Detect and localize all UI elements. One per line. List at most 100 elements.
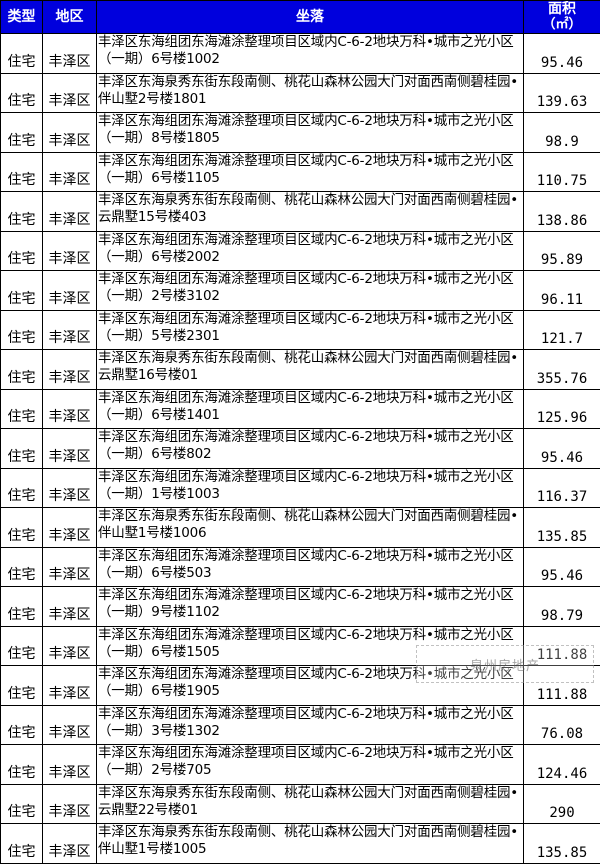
table-row[interactable]: 住宅丰泽区丰泽区东海泉秀东街东段南侧、桃花山森林公园大门对面西南侧碧桂园•伴山墅… [1, 508, 600, 548]
cell-type[interactable]: 住宅 [1, 666, 43, 706]
cell-type[interactable]: 住宅 [1, 468, 43, 508]
cell-district[interactable]: 丰泽区 [43, 429, 97, 469]
cell-district[interactable]: 丰泽区 [43, 547, 97, 587]
cell-area-size[interactable]: 124.46 [524, 745, 600, 785]
cell-location[interactable]: 丰泽区东海泉秀东街东段南侧、桃花山森林公园大门对面西南侧碧桂园•云鼎墅16号楼0… [97, 350, 524, 390]
table-row[interactable]: 住宅丰泽区丰泽区东海组团东海滩涂整理项目区域内C-6-2地块万科•城市之光小区（… [1, 745, 600, 785]
cell-district[interactable]: 丰泽区 [43, 350, 97, 390]
table-row[interactable]: 住宅丰泽区丰泽区东海组团东海滩涂整理项目区域内C-6-2地块万科•城市之光小区（… [1, 587, 600, 627]
cell-area-size[interactable]: 95.46 [524, 429, 600, 469]
cell-location[interactable]: 丰泽区东海组团东海滩涂整理项目区域内C-6-2地块万科•城市之光小区（一期）6号… [97, 666, 524, 706]
table-row[interactable]: 住宅丰泽区丰泽区东海泉秀东街东段南侧、桃花山森林公园大门对面西南侧碧桂园•伴山墅… [1, 824, 600, 864]
cell-area-size[interactable]: 110.75 [524, 152, 600, 192]
cell-type[interactable]: 住宅 [1, 271, 43, 311]
cell-location[interactable]: 丰泽区东海组团东海滩涂整理项目区域内C-6-2地块万科•城市之光小区（一期）6号… [97, 626, 524, 666]
cell-district[interactable]: 丰泽区 [43, 824, 97, 864]
table-row[interactable]: 住宅丰泽区丰泽区东海组团东海滩涂整理项目区域内C-6-2地块万科•城市之光小区（… [1, 389, 600, 429]
cell-type[interactable]: 住宅 [1, 310, 43, 350]
table-row[interactable]: 住宅丰泽区丰泽区东海组团东海滩涂整理项目区域内C-6-2地块万科•城市之光小区（… [1, 113, 600, 153]
cell-type[interactable]: 住宅 [1, 113, 43, 153]
cell-district[interactable]: 丰泽区 [43, 389, 97, 429]
cell-type[interactable]: 住宅 [1, 429, 43, 469]
cell-type[interactable]: 住宅 [1, 350, 43, 390]
cell-area-size[interactable]: 95.46 [524, 34, 600, 74]
cell-district[interactable]: 丰泽区 [43, 468, 97, 508]
cell-area-size[interactable]: 139.63 [524, 73, 600, 113]
table-row[interactable]: 住宅丰泽区丰泽区东海组团东海滩涂整理项目区域内C-6-2地块万科•城市之光小区（… [1, 231, 600, 271]
cell-district[interactable]: 丰泽区 [43, 231, 97, 271]
cell-type[interactable]: 住宅 [1, 152, 43, 192]
cell-location[interactable]: 丰泽区东海组团东海滩涂整理项目区域内C-6-2地块万科•城市之光小区（一期）8号… [97, 113, 524, 153]
cell-area-size[interactable]: 290 [524, 784, 600, 824]
cell-location[interactable]: 丰泽区东海泉秀东街东段南侧、桃花山森林公园大门对面西南侧碧桂园•伴山墅1号楼10… [97, 824, 524, 864]
cell-location[interactable]: 丰泽区东海组团东海滩涂整理项目区域内C-6-2地块万科•城市之光小区（一期）6号… [97, 231, 524, 271]
cell-location[interactable]: 丰泽区东海泉秀东街东段南侧、桃花山森林公园大门对面西南侧碧桂园•伴山墅1号楼10… [97, 508, 524, 548]
table-row[interactable]: 住宅丰泽区丰泽区东海组团东海滩涂整理项目区域内C-6-2地块万科•城市之光小区（… [1, 152, 600, 192]
cell-area-size[interactable]: 95.46 [524, 547, 600, 587]
table-row[interactable]: 住宅丰泽区丰泽区东海泉秀东街东段南侧、桃花山森林公园大门对面西南侧碧桂园•云鼎墅… [1, 350, 600, 390]
column-header-district[interactable]: 地区 [43, 1, 97, 34]
table-row[interactable]: 住宅丰泽区丰泽区东海组团东海滩涂整理项目区域内C-6-2地块万科•城市之光小区（… [1, 705, 600, 745]
cell-location[interactable]: 丰泽区东海组团东海滩涂整理项目区域内C-6-2地块万科•城市之光小区（一期）6号… [97, 547, 524, 587]
cell-district[interactable]: 丰泽区 [43, 745, 97, 785]
cell-area-size[interactable]: 135.85 [524, 824, 600, 864]
table-row[interactable]: 住宅丰泽区丰泽区东海泉秀东街东段南侧、桃花山森林公园大门对面西南侧碧桂园•云鼎墅… [1, 784, 600, 824]
cell-area-size[interactable]: 121.7 [524, 310, 600, 350]
cell-area-size[interactable]: 135.85 [524, 508, 600, 548]
cell-district[interactable]: 丰泽区 [43, 73, 97, 113]
table-row[interactable]: 住宅丰泽区丰泽区东海组团东海滩涂整理项目区域内C-6-2地块万科•城市之光小区（… [1, 34, 600, 74]
cell-area-size[interactable]: 116.37 [524, 468, 600, 508]
cell-district[interactable]: 丰泽区 [43, 310, 97, 350]
table-row[interactable]: 住宅丰泽区丰泽区东海组团东海滩涂整理项目区域内C-6-2地块万科•城市之光小区（… [1, 271, 600, 311]
column-header-area[interactable]: 面积 （㎡） [524, 1, 600, 34]
cell-type[interactable]: 住宅 [1, 587, 43, 627]
cell-area-size[interactable]: 98.79 [524, 587, 600, 627]
cell-district[interactable]: 丰泽区 [43, 113, 97, 153]
table-row[interactable]: 住宅丰泽区丰泽区东海组团东海滩涂整理项目区域内C-6-2地块万科•城市之光小区（… [1, 429, 600, 469]
cell-location[interactable]: 丰泽区东海组团东海滩涂整理项目区域内C-6-2地块万科•城市之光小区（一期）1号… [97, 468, 524, 508]
cell-area-size[interactable]: 125.96 [524, 389, 600, 429]
cell-district[interactable]: 丰泽区 [43, 587, 97, 627]
cell-location[interactable]: 丰泽区东海组团东海滩涂整理项目区域内C-6-2地块万科•城市之光小区（一期）6号… [97, 152, 524, 192]
cell-district[interactable]: 丰泽区 [43, 192, 97, 232]
cell-area-size[interactable]: 98.9 [524, 113, 600, 153]
cell-type[interactable]: 住宅 [1, 389, 43, 429]
cell-location[interactable]: 丰泽区东海组团东海滩涂整理项目区域内C-6-2地块万科•城市之光小区（一期）9号… [97, 587, 524, 627]
table-row[interactable]: 住宅丰泽区丰泽区东海组团东海滩涂整理项目区域内C-6-2地块万科•城市之光小区（… [1, 666, 600, 706]
cell-area-size[interactable]: 111.88 [524, 626, 600, 666]
cell-district[interactable]: 丰泽区 [43, 666, 97, 706]
cell-district[interactable]: 丰泽区 [43, 705, 97, 745]
cell-location[interactable]: 丰泽区东海泉秀东街东段南侧、桃花山森林公园大门对面西南侧碧桂园•伴山墅2号楼18… [97, 73, 524, 113]
cell-type[interactable]: 住宅 [1, 73, 43, 113]
cell-type[interactable]: 住宅 [1, 705, 43, 745]
table-row[interactable]: 住宅丰泽区丰泽区东海组团东海滩涂整理项目区域内C-6-2地块万科•城市之光小区（… [1, 626, 600, 666]
cell-type[interactable]: 住宅 [1, 34, 43, 74]
cell-district[interactable]: 丰泽区 [43, 626, 97, 666]
table-row[interactable]: 住宅丰泽区丰泽区东海泉秀东街东段南侧、桃花山森林公园大门对面西南侧碧桂园•伴山墅… [1, 73, 600, 113]
cell-area-size[interactable]: 355.76 [524, 350, 600, 390]
cell-type[interactable]: 住宅 [1, 231, 43, 271]
cell-district[interactable]: 丰泽区 [43, 271, 97, 311]
cell-type[interactable]: 住宅 [1, 824, 43, 864]
cell-type[interactable]: 住宅 [1, 547, 43, 587]
cell-area-size[interactable]: 76.08 [524, 705, 600, 745]
cell-type[interactable]: 住宅 [1, 784, 43, 824]
cell-area-size[interactable]: 95.89 [524, 231, 600, 271]
cell-location[interactable]: 丰泽区东海组团东海滩涂整理项目区域内C-6-2地块万科•城市之光小区（一期）5号… [97, 310, 524, 350]
cell-location[interactable]: 丰泽区东海组团东海滩涂整理项目区域内C-6-2地块万科•城市之光小区（一期）2号… [97, 271, 524, 311]
cell-type[interactable]: 住宅 [1, 192, 43, 232]
table-row[interactable]: 住宅丰泽区丰泽区东海组团东海滩涂整理项目区域内C-6-2地块万科•城市之光小区（… [1, 547, 600, 587]
cell-area-size[interactable]: 111.88 [524, 666, 600, 706]
table-row[interactable]: 住宅丰泽区丰泽区东海组团东海滩涂整理项目区域内C-6-2地块万科•城市之光小区（… [1, 310, 600, 350]
cell-district[interactable]: 丰泽区 [43, 152, 97, 192]
cell-location[interactable]: 丰泽区东海组团东海滩涂整理项目区域内C-6-2地块万科•城市之光小区（一期）2号… [97, 745, 524, 785]
cell-location[interactable]: 丰泽区东海泉秀东街东段南侧、桃花山森林公园大门对面西南侧碧桂园•云鼎墅15号楼4… [97, 192, 524, 232]
cell-location[interactable]: 丰泽区东海组团东海滩涂整理项目区域内C-6-2地块万科•城市之光小区（一期）6号… [97, 34, 524, 74]
cell-location[interactable]: 丰泽区东海泉秀东街东段南侧、桃花山森林公园大门对面西南侧碧桂园•云鼎墅22号楼0… [97, 784, 524, 824]
table-row[interactable]: 住宅丰泽区丰泽区东海泉秀东街东段南侧、桃花山森林公园大门对面西南侧碧桂园•云鼎墅… [1, 192, 600, 232]
cell-type[interactable]: 住宅 [1, 626, 43, 666]
cell-area-size[interactable]: 138.86 [524, 192, 600, 232]
cell-district[interactable]: 丰泽区 [43, 508, 97, 548]
column-header-type[interactable]: 类型 [1, 1, 43, 34]
cell-area-size[interactable]: 96.11 [524, 271, 600, 311]
